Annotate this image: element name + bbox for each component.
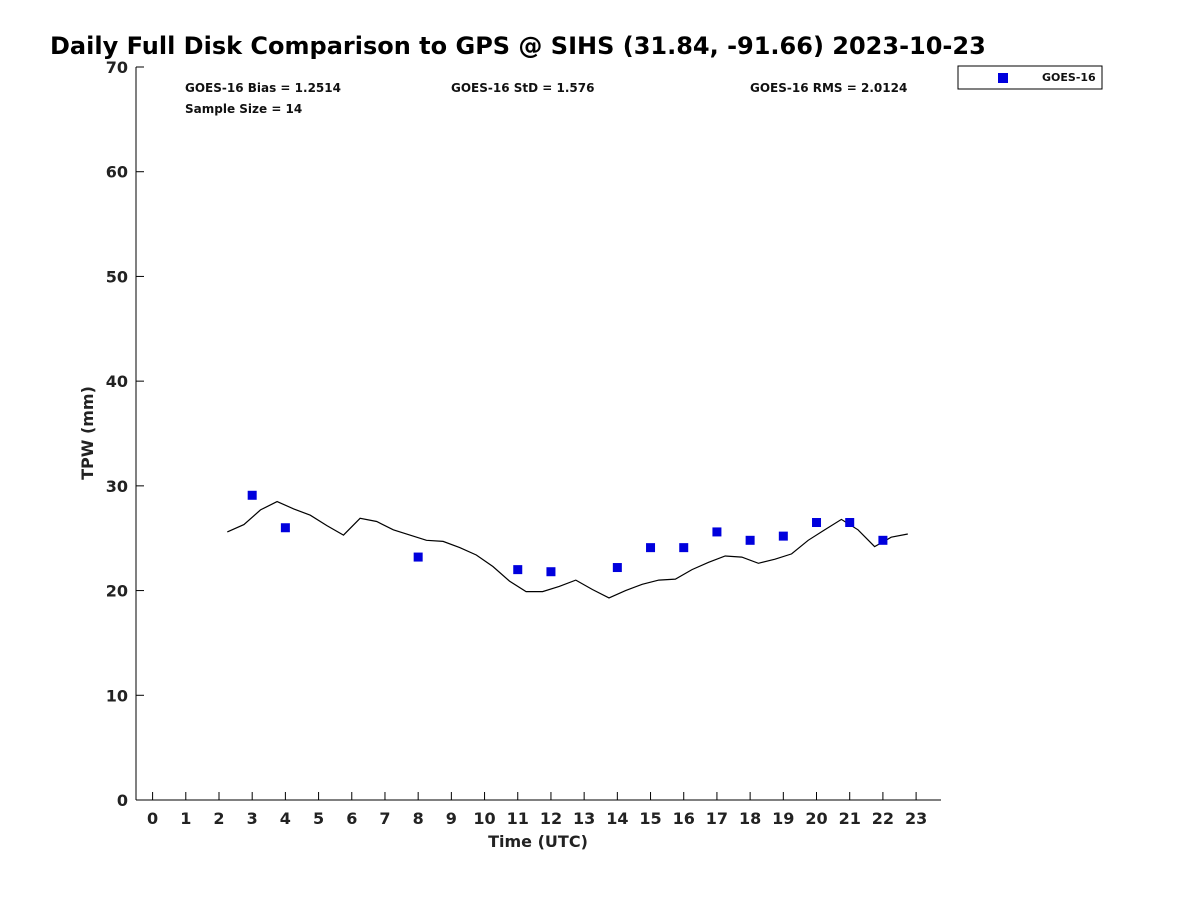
y-tick-label: 20	[106, 582, 128, 601]
x-tick-label: 22	[872, 809, 894, 828]
x-tick-label: 2	[213, 809, 224, 828]
x-tick-label: 3	[247, 809, 258, 828]
rms-stat: GOES-16 RMS = 2.0124	[750, 81, 907, 95]
scatter-point	[745, 535, 755, 545]
y-axis-label: TPW (mm)	[78, 386, 97, 480]
x-tick-label: 11	[507, 809, 529, 828]
legend: GOES-16	[957, 65, 1103, 90]
x-tick-label: 21	[839, 809, 861, 828]
scatter-point	[679, 543, 689, 553]
x-tick-label: 9	[446, 809, 457, 828]
y-tick-label: 10	[106, 686, 128, 705]
gps-line	[227, 500, 908, 599]
scatter-point	[646, 543, 656, 553]
scatter-point	[778, 531, 788, 541]
x-ticks: 0 1 2 3 4 5 6 7 8 9 10 11 12 13 14 15 16 17 18 19 20 21 22 23	[147, 792, 927, 828]
legend-marker-goes16	[998, 73, 1008, 83]
x-tick-label: 15	[639, 809, 661, 828]
x-tick-label: 6	[346, 809, 357, 828]
scatter-point	[612, 563, 622, 573]
legend-box	[957, 65, 1103, 90]
y-tick-label: 0	[117, 791, 128, 810]
x-tick-label: 17	[706, 809, 728, 828]
x-tick-label: 4	[280, 809, 291, 828]
x-tick-label: 10	[473, 809, 495, 828]
x-tick-label: 7	[379, 809, 390, 828]
x-tick-label: 16	[673, 809, 695, 828]
y-tick-label: 50	[106, 267, 128, 286]
x-tick-label: 13	[573, 809, 595, 828]
scatter-point	[513, 565, 523, 575]
chart-title: Daily Full Disk Comparison to GPS @ SIHS…	[50, 32, 986, 60]
scatter-point	[812, 518, 822, 528]
axes	[135, 67, 941, 801]
scatter-point	[280, 523, 290, 533]
x-tick-label: 23	[905, 809, 927, 828]
x-tick-label: 19	[772, 809, 794, 828]
y-tick-label: 30	[106, 477, 128, 496]
sample-size-stat: Sample Size = 14	[185, 102, 302, 116]
x-tick-label: 1	[180, 809, 191, 828]
scatter-point	[247, 490, 257, 500]
scatter-point	[413, 552, 423, 562]
y-tick-label: 60	[106, 163, 128, 182]
legend-label-goes16: GOES-16	[1042, 71, 1096, 84]
x-tick-label: 12	[540, 809, 562, 828]
scatter-point	[845, 518, 855, 528]
x-tick-label: 18	[739, 809, 761, 828]
x-tick-label: 5	[313, 809, 324, 828]
scatter-point	[878, 535, 888, 545]
x-tick-label: 8	[413, 809, 424, 828]
scatter-point	[546, 567, 556, 577]
gps-line-series	[227, 500, 908, 599]
x-axis-label: Time (UTC)	[488, 832, 588, 851]
scatter-point	[712, 527, 722, 537]
x-tick-label: 0	[147, 809, 158, 828]
y-tick-label: 40	[106, 372, 128, 391]
x-tick-label: 20	[805, 809, 827, 828]
bias-stat: GOES-16 Bias = 1.2514	[185, 81, 341, 95]
goes16-scatter-series	[247, 490, 888, 577]
y-ticks: 0 10 20 30 40 50 60 70	[106, 58, 144, 810]
std-stat: GOES-16 StD = 1.576	[451, 81, 594, 95]
x-tick-label: 14	[606, 809, 628, 828]
y-tick-label: 70	[106, 58, 128, 77]
